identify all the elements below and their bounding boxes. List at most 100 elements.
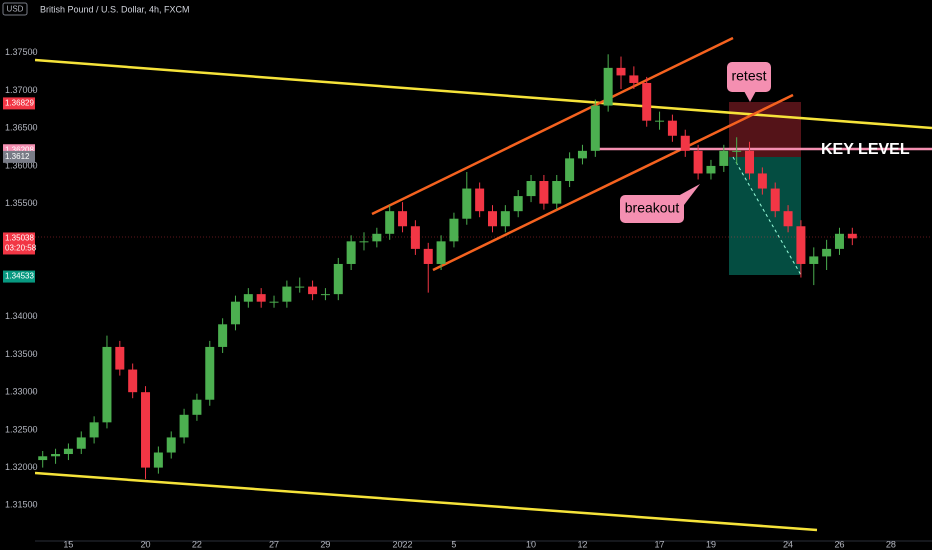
y-tick-label: 1.35500 xyxy=(5,198,38,208)
x-tick-label: 20 xyxy=(141,539,151,549)
y-tick-label: 1.31500 xyxy=(5,500,38,510)
candle-body xyxy=(809,256,819,264)
candle-body xyxy=(179,414,189,438)
candle-body xyxy=(796,226,806,264)
candle-body xyxy=(487,211,497,227)
candle-body xyxy=(51,454,61,457)
candle-body xyxy=(359,241,369,243)
candle-body xyxy=(166,437,176,453)
candle-body xyxy=(770,188,780,212)
countdown: 03:20:58 xyxy=(5,244,37,253)
candle-body xyxy=(243,294,253,302)
candle-body xyxy=(706,165,716,174)
callout-pointer xyxy=(678,184,700,205)
y-tick-label: 1.37500 xyxy=(5,47,38,57)
candle-body xyxy=(38,456,48,461)
y-tick-label: 1.36000 xyxy=(5,160,38,170)
candle-body xyxy=(475,188,485,212)
callouts: retest breakout KEY LEVEL xyxy=(620,62,910,223)
candle-body xyxy=(218,324,228,347)
candle-body xyxy=(282,286,292,302)
candle-body xyxy=(141,392,151,468)
candle-body xyxy=(629,75,639,83)
x-tick-label: 10 xyxy=(526,539,536,549)
x-tick-label: 29 xyxy=(320,539,330,549)
y-tick-label: 1.33000 xyxy=(5,387,38,397)
candle-body xyxy=(76,437,86,449)
candle-body xyxy=(757,173,767,189)
candle-body xyxy=(230,301,240,325)
candle-body xyxy=(269,301,279,303)
candle-body xyxy=(128,369,138,393)
x-tick-label: 27 xyxy=(269,539,279,549)
candle-body xyxy=(333,263,343,295)
price-marker xyxy=(3,270,35,283)
candle-body xyxy=(719,150,729,166)
candle-body xyxy=(102,346,112,423)
key-level-text: KEY LEVEL xyxy=(821,141,910,158)
candle-body xyxy=(89,422,99,438)
candle-body xyxy=(500,211,510,227)
candle-body xyxy=(256,294,266,302)
trade-path xyxy=(732,156,802,276)
currency-box xyxy=(2,2,28,16)
candle-body xyxy=(642,82,652,121)
candle-body xyxy=(680,135,690,151)
candle-body xyxy=(847,233,857,239)
x-tick-label: 22 xyxy=(192,539,202,549)
candle-body xyxy=(192,399,202,415)
x-tick-label: 24 xyxy=(783,539,793,549)
candle-body xyxy=(205,346,215,400)
candle-body xyxy=(526,181,536,197)
y-tick-label: 1.34000 xyxy=(5,311,38,321)
callout-box xyxy=(620,195,684,223)
candle-body xyxy=(616,67,626,76)
price-marker-label: 1.35038 xyxy=(5,234,34,243)
drawings xyxy=(34,36,932,532)
callout-text: retest xyxy=(731,68,766,84)
chart-title: British Pound / U.S. Dollar, 4h, FXCM xyxy=(40,4,190,14)
candle-body xyxy=(449,218,459,242)
price-marker-label: 1.3612 xyxy=(5,152,30,161)
y-tick-label: 1.33500 xyxy=(5,349,38,359)
candle-body xyxy=(372,233,382,242)
candle-body xyxy=(410,226,420,249)
candle-body xyxy=(539,181,549,204)
candle-body xyxy=(153,452,163,468)
candle-body xyxy=(732,150,742,152)
x-tick-label: 19 xyxy=(706,539,716,549)
candle-body xyxy=(115,346,125,370)
price-marker xyxy=(3,232,35,255)
trend-line xyxy=(34,471,818,532)
channel-line xyxy=(432,93,794,272)
candle-body xyxy=(667,120,677,136)
x-tick-label: 15 xyxy=(63,539,73,549)
x-tick-label: 26 xyxy=(834,539,844,549)
candle-body xyxy=(552,181,562,204)
channel-line xyxy=(371,36,734,216)
candle-body xyxy=(834,233,844,249)
candle-body xyxy=(565,158,575,182)
callout-text: breakout xyxy=(625,200,680,216)
x-tick-label: 2022 xyxy=(393,539,413,549)
candle-body xyxy=(783,211,793,227)
x-tick-label: 12 xyxy=(577,539,587,549)
callout-pointer xyxy=(744,91,756,102)
price-marker-label: 1.34533 xyxy=(5,272,34,281)
candle-body xyxy=(436,241,446,264)
price-marker-label: 1.36829 xyxy=(5,99,34,108)
candle-body xyxy=(577,150,587,159)
candle-body xyxy=(423,248,433,264)
candle-body xyxy=(822,248,832,257)
price-marker xyxy=(3,150,35,163)
y-tick-label: 1.36500 xyxy=(5,123,38,133)
x-tick-label: 17 xyxy=(655,539,665,549)
candle-body xyxy=(346,241,356,264)
price-marker-label: 1.36208 xyxy=(5,145,34,154)
y-tick-label: 1.37000 xyxy=(5,85,38,95)
y-tick-label: 1.32000 xyxy=(5,462,38,472)
candle-body xyxy=(655,120,665,122)
currency: USD xyxy=(7,5,24,14)
x-tick-label: 5 xyxy=(451,539,456,549)
